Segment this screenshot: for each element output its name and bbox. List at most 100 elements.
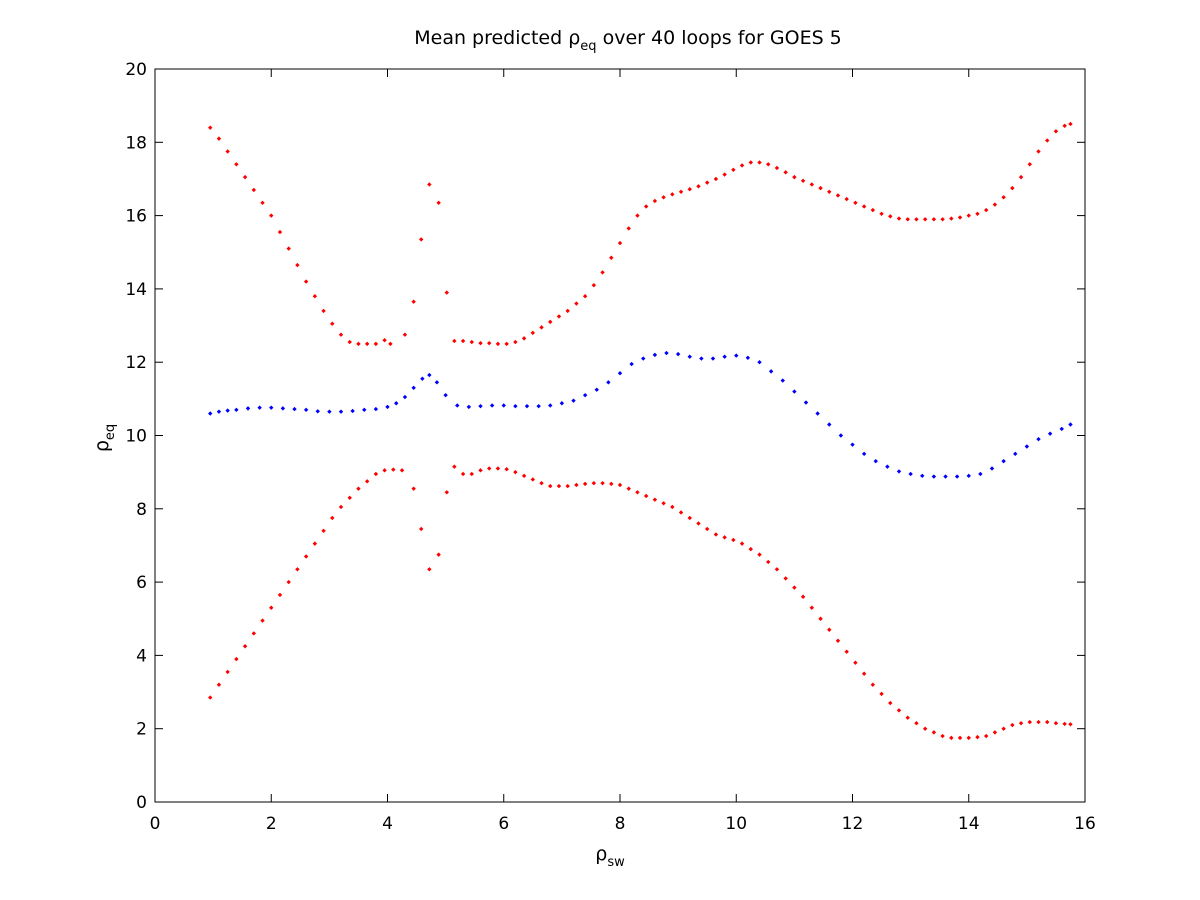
- data-point-upper: [460, 338, 466, 344]
- data-point-lower: [234, 656, 239, 662]
- data-point-upper: [1062, 123, 1067, 129]
- data-point-mean: [548, 403, 553, 408]
- data-point-lower: [879, 691, 884, 697]
- data-point-upper: [748, 160, 753, 165]
- data-point-mean: [489, 403, 495, 408]
- data-point-upper: [1010, 185, 1015, 191]
- x-tick-label: 12: [842, 814, 864, 834]
- data-point-lower: [853, 660, 858, 665]
- data-point-lower: [338, 504, 344, 510]
- data-point-upper: [234, 162, 239, 167]
- data-point-mean: [385, 404, 390, 410]
- data-point-mean: [850, 442, 855, 447]
- data-point-mean: [629, 361, 634, 367]
- y-tick-label: 14: [125, 280, 147, 300]
- data-point-upper: [888, 214, 893, 219]
- data-point-upper: [513, 339, 518, 345]
- data-point-upper: [487, 340, 492, 346]
- data-point-mean: [208, 411, 213, 416]
- data-point-lower: [696, 521, 701, 526]
- series-upper: [208, 121, 1073, 347]
- data-point-upper: [216, 136, 222, 141]
- data-point-mean: [394, 401, 399, 406]
- data-point-upper: [853, 200, 858, 205]
- y-tick-label: 16: [125, 207, 147, 227]
- data-point-upper: [556, 314, 562, 319]
- data-point-upper: [382, 338, 387, 343]
- data-point-upper: [1018, 174, 1024, 180]
- data-point-lower: [617, 482, 623, 488]
- data-point-lower: [931, 730, 937, 735]
- data-point-upper: [1053, 129, 1059, 134]
- data-point-upper: [827, 189, 832, 194]
- data-point-mean: [954, 474, 960, 479]
- y-axis-label: ρeq: [91, 424, 118, 452]
- data-point-mean: [303, 407, 309, 413]
- data-point-upper: [652, 198, 658, 204]
- data-point-lower: [678, 510, 684, 515]
- data-point-mean: [280, 406, 286, 411]
- data-point-lower: [800, 594, 806, 599]
- data-point-lower: [835, 638, 841, 643]
- data-point-upper: [452, 338, 457, 344]
- data-point-mean: [815, 411, 820, 416]
- data-point-lower: [626, 486, 631, 491]
- data-point-mean: [434, 380, 440, 385]
- data-point-lower: [827, 627, 832, 632]
- data-point-lower: [713, 532, 719, 537]
- data-point-upper: [504, 341, 509, 347]
- data-point-mean: [687, 354, 692, 359]
- data-point-lower: [757, 552, 762, 557]
- data-point-lower: [356, 486, 361, 491]
- data-point-lower: [870, 682, 876, 687]
- data-point-lower: [739, 541, 745, 546]
- data-point-mean: [536, 403, 541, 409]
- data-point-mean: [768, 369, 774, 374]
- y-tick-label: 0: [136, 793, 147, 813]
- data-point-lower: [574, 482, 579, 488]
- data-point-upper: [722, 172, 727, 177]
- y-tick-label: 10: [125, 427, 147, 447]
- data-point-upper: [402, 332, 408, 337]
- data-point-lower: [914, 721, 919, 726]
- data-point-upper: [835, 193, 841, 198]
- data-point-mean: [792, 389, 797, 394]
- data-point-lower: [1018, 721, 1024, 726]
- data-point-mean: [225, 408, 230, 413]
- data-point-mean: [216, 409, 222, 414]
- data-point-mean: [780, 378, 785, 383]
- data-point-mean: [989, 466, 995, 471]
- data-point-upper: [905, 217, 910, 222]
- y-tick-label: 6: [136, 573, 147, 593]
- data-point-lower: [844, 649, 849, 654]
- data-point-upper: [757, 160, 762, 165]
- data-point-upper: [678, 189, 684, 194]
- data-point-lower: [983, 733, 989, 739]
- data-point-upper: [347, 339, 352, 345]
- data-point-mean: [699, 356, 704, 361]
- data-point-mean: [710, 356, 716, 361]
- data-point-upper: [469, 339, 474, 345]
- data-point-lower: [487, 466, 492, 471]
- data-point-lower: [888, 700, 893, 706]
- data-point-mean: [350, 408, 355, 414]
- data-point-upper: [957, 215, 963, 220]
- data-point-lower: [495, 466, 501, 471]
- data-point-upper: [739, 163, 745, 168]
- data-point-upper: [411, 299, 416, 304]
- data-point-mean: [745, 355, 751, 361]
- data-point-upper: [1001, 195, 1006, 200]
- data-point-lower: [452, 464, 457, 469]
- data-point-mean: [757, 360, 762, 365]
- data-point-lower: [521, 473, 527, 479]
- data-point-lower: [643, 493, 649, 499]
- data-point-lower: [1036, 719, 1041, 725]
- data-point-lower: [321, 528, 326, 533]
- data-point-mean: [966, 473, 971, 479]
- data-point-mean: [1001, 458, 1006, 464]
- data-point-mean: [873, 458, 878, 464]
- data-point-mean: [594, 387, 599, 392]
- data-point-upper: [818, 185, 823, 191]
- data-point-lower: [922, 726, 928, 731]
